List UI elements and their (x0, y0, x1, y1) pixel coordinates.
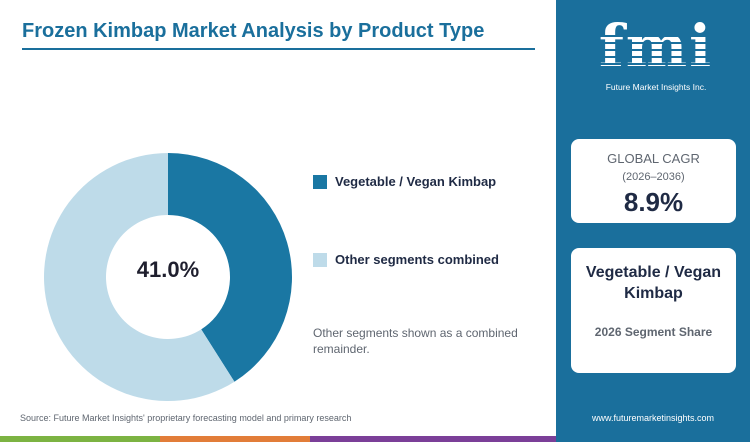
donut-center-label: 41.0% (137, 257, 199, 282)
donut-slice-other-segments (43, 153, 235, 402)
logo-stripes (588, 30, 724, 78)
legend-swatch (313, 252, 327, 267)
donut-chart: 41.0% (43, 153, 292, 402)
legend-label: Vegetable / Vegan Kimbap (335, 174, 497, 189)
logo-tagline: Future Market Insights Inc. (605, 82, 707, 92)
legend-item-vegetable-vegan: Vegetable / Vegan Kimbap (313, 174, 496, 189)
chart-card: Frozen Kimbap Market Analysis by Product… (20, 20, 535, 423)
legend-swatch (313, 174, 327, 189)
website-text: www.futuremarketinsights.com (591, 413, 715, 423)
source-text: Source: Future Market Insights' propriet… (20, 413, 352, 423)
accent-strip-orange (160, 436, 310, 442)
title-divider (22, 48, 535, 50)
accent-strip-purple (310, 436, 556, 442)
segment-card: Vegetable / Vegan Kimbap 2026 Segment Sh… (571, 248, 736, 373)
accent-strip-green (0, 436, 160, 442)
legend-label: Other segments combined (335, 252, 499, 267)
cagr-value: 8.9% (623, 187, 684, 217)
cagr-card: GLOBAL CAGR (2026–2036) 8.9% (571, 139, 736, 223)
segment-caption: 2026 Segment Share (594, 325, 713, 339)
legend-item-other-segments: Other segments combined (313, 252, 499, 267)
segment-name: Vegetable / Vegan Kimbap (585, 264, 722, 302)
page-title: Frozen Kimbap Market Analysis by Product… (22, 20, 485, 42)
donut-slice-vegetable-vegan (168, 153, 292, 382)
cagr-label: GLOBAL CAGR (607, 151, 700, 166)
fmi-logo: fmi Future Market Insights Inc. (586, 14, 726, 94)
cagr-period: (2026–2036) (622, 171, 685, 183)
chart-note: Other segments shown as a combined remai… (313, 326, 518, 356)
